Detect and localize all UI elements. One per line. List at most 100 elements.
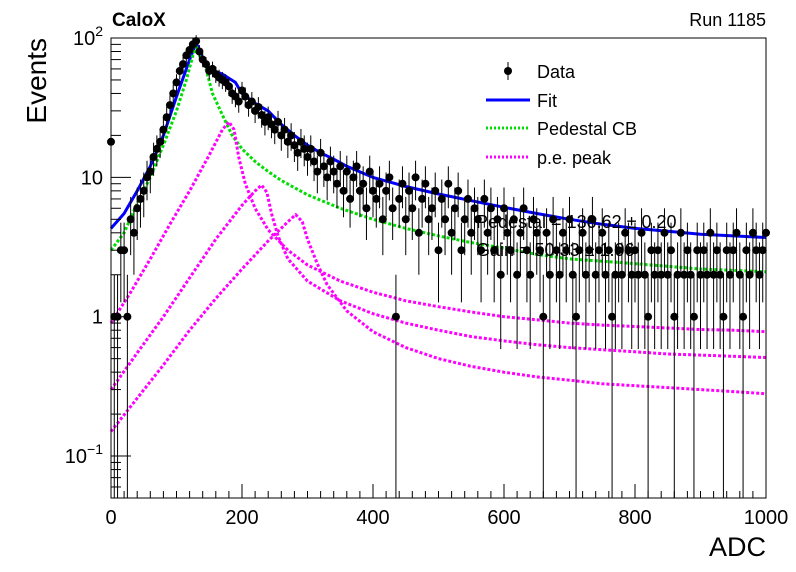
data-point — [382, 186, 391, 195]
legend-label-pe-peak: p.e. peak — [537, 148, 612, 168]
data-point — [480, 194, 489, 203]
data-point — [323, 173, 332, 182]
data-point — [503, 228, 512, 237]
data-point — [516, 228, 525, 237]
data-point — [283, 137, 292, 146]
data-point — [588, 215, 597, 224]
data-point — [133, 204, 142, 213]
data-point — [303, 152, 312, 161]
data-point — [224, 82, 233, 91]
data-point — [313, 167, 322, 176]
data-point — [581, 270, 590, 279]
data-point — [280, 125, 289, 134]
data-point — [454, 186, 463, 195]
data-point — [257, 111, 266, 120]
series-line-p-e-peak-2 — [109, 183, 767, 391]
data-point — [594, 246, 603, 255]
data-point — [460, 215, 469, 224]
data-point — [441, 215, 450, 224]
error-bars-layer — [110, 35, 767, 498]
data-point — [234, 97, 243, 106]
data-point — [663, 270, 672, 279]
data-point — [136, 194, 145, 203]
data-point — [627, 270, 636, 279]
data-point — [745, 270, 754, 279]
x-axis-label: ADC — [709, 532, 766, 562]
data-point — [146, 167, 155, 176]
data-point — [201, 60, 210, 69]
data-point — [748, 228, 757, 237]
data-point — [496, 270, 505, 279]
data-point — [611, 270, 620, 279]
x-tick-label: 600 — [487, 507, 520, 529]
data-point — [712, 246, 721, 255]
data-point — [732, 228, 741, 237]
data-point — [653, 246, 662, 255]
data-point — [591, 270, 600, 279]
data-point — [401, 215, 410, 224]
legend-data-marker — [504, 67, 512, 75]
data-point — [486, 204, 495, 213]
legend-label-data: Data — [537, 62, 576, 82]
data-point — [536, 246, 545, 255]
data-point — [667, 246, 676, 255]
data-point — [565, 215, 574, 224]
data-point — [352, 162, 361, 171]
data-point — [637, 228, 646, 237]
data-point — [444, 179, 453, 188]
y-axis-ticks: 10−1 1 10 102 — [65, 23, 131, 499]
data-point — [522, 246, 531, 255]
data-point — [152, 144, 161, 153]
data-point — [293, 148, 302, 157]
data-point — [362, 204, 371, 213]
data-point — [332, 179, 341, 188]
data-point — [156, 137, 165, 146]
data-point — [355, 186, 364, 195]
data-point — [139, 186, 148, 195]
data-point — [758, 246, 767, 255]
data-point — [388, 204, 397, 213]
data-point — [670, 312, 679, 321]
data-point — [529, 215, 538, 224]
data-point — [542, 228, 551, 237]
curves-layer — [109, 41, 767, 433]
data-point — [264, 113, 273, 122]
data-point — [742, 246, 751, 255]
legend-label-pedestal: Pedestal CB — [537, 119, 637, 139]
y-tick-label: 10−1 — [65, 441, 103, 468]
data-point — [434, 246, 443, 255]
data-point — [604, 246, 613, 255]
data-point — [657, 270, 666, 279]
data-point — [575, 246, 584, 255]
data-point — [706, 228, 715, 237]
x-tick-label: 800 — [618, 507, 651, 529]
data-point — [719, 312, 728, 321]
y-tick-label: 102 — [73, 23, 103, 50]
data-point — [247, 97, 256, 106]
y-tick-label: 1 — [92, 307, 103, 329]
data-point — [676, 228, 685, 237]
data-point — [274, 117, 283, 126]
data-point — [693, 246, 702, 255]
data-point — [149, 152, 158, 161]
data-point — [519, 204, 528, 213]
data-point — [375, 179, 384, 188]
data-point — [342, 167, 351, 176]
data-point — [405, 186, 414, 195]
data-point — [241, 92, 250, 101]
legend-entry-fit: Fit — [486, 91, 557, 111]
data-point — [359, 179, 368, 188]
data-point — [608, 312, 617, 321]
data-point — [306, 144, 315, 153]
data-point — [411, 173, 420, 182]
data-point — [349, 173, 358, 182]
legend-entry-data: Data — [504, 62, 576, 82]
data-point — [598, 228, 607, 237]
data-point — [549, 215, 558, 224]
x-axis-ticks: 0 200 400 600 800 1000 — [105, 484, 788, 529]
data-point — [385, 173, 394, 182]
data-point — [290, 141, 299, 150]
data-point — [647, 246, 656, 255]
data-point — [552, 246, 561, 255]
